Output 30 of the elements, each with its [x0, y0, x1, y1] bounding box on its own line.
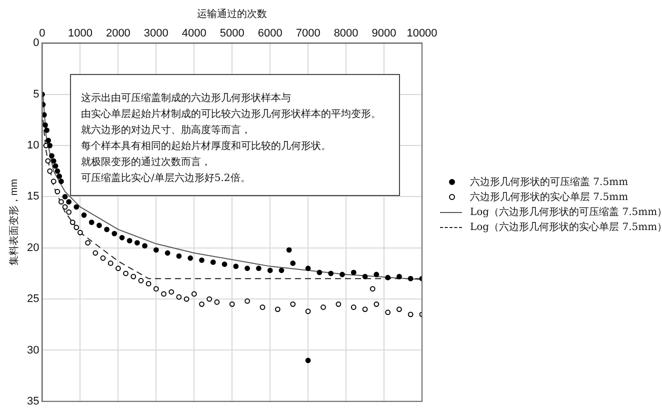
x-axis-title: 运输通过的次数 [197, 8, 268, 20]
y-tick-label: 5 [33, 88, 40, 100]
x-tick-label: 10000 [406, 28, 438, 40]
x-tick-label: 9000 [372, 28, 396, 40]
legend-label: Log（六边形几何形状的可压缩盖 7.5mm） [470, 206, 662, 218]
y-tick-label: 0 [33, 37, 40, 50]
x-tick-label: 1000 [68, 28, 92, 40]
legend-label: 六边形几何形状的实心单层 7.5mm [470, 190, 628, 204]
x-tick-label: 3000 [144, 28, 168, 40]
annotation: 就极限变形的通过次数而言， [81, 156, 212, 170]
x-tick-label: 4000 [182, 28, 206, 40]
x-tick-label: 2000 [106, 28, 130, 40]
annotation: 就六边形的对边尺寸、肋高度等而言， [81, 124, 252, 138]
legend-label: 六边形几何形状的可压缩盖 7.5mm [470, 176, 628, 188]
y-tick-label: 20 [26, 242, 40, 254]
x-tick-label: 7000 [296, 28, 320, 40]
legend-label: Log（六边形几何形状的实心单层 7.5mm） [470, 220, 662, 234]
annotation: 每个样本具有相同的起始片材厚度和可比较的几何形状。 [81, 140, 332, 154]
y-tick-label: 25 [26, 293, 40, 306]
annotation: 这示出由可压缩盖制成的六边形几何形状样本与 [81, 92, 292, 106]
x-tick-label: 6000 [258, 28, 282, 40]
x-tick-label: 5000 [220, 28, 244, 40]
y-axis-title: 集料表面变形，mm [8, 178, 20, 266]
annotation: 可压缩盖比实心/单层六边形好5.2倍。 [81, 172, 252, 186]
y-tick-label: 10 [26, 140, 40, 152]
x-tick-label: 8000 [334, 28, 358, 40]
annotation: 由实心单层起始片材制成的可比较六边形几何形状样本的平均变形。 [81, 108, 382, 122]
y-tick-label: 15 [26, 190, 40, 203]
y-tick-label: 35 [26, 395, 40, 408]
y-tick-label: 30 [26, 344, 40, 356]
